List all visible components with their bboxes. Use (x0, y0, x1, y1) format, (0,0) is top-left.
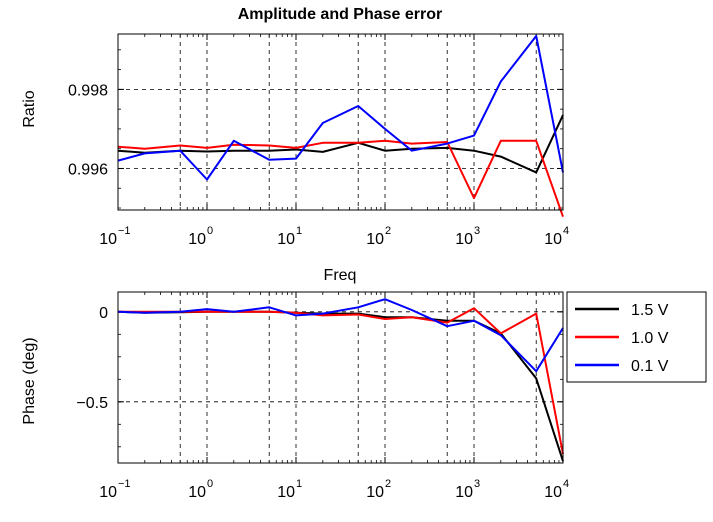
x-tick-label: 10 1 (277, 478, 302, 501)
x-tick-base: 10 (544, 484, 562, 501)
x-tick-label: 10 3 (455, 225, 480, 248)
grid (118, 292, 563, 463)
x-tick-base: 10 (544, 231, 562, 248)
x-tick-base: 10 (455, 231, 473, 248)
y-tick-label: 0.996 (68, 161, 108, 178)
x-tick-base: 10 (366, 231, 384, 248)
x-tick-exponent: −1 (118, 478, 131, 490)
series-group (117, 298, 564, 462)
x-tick-base: 10 (277, 484, 295, 501)
x-tick-label: 10 0 (188, 478, 213, 501)
x-tick-exponent: 1 (296, 225, 302, 237)
x-tick-exponent: 0 (207, 225, 213, 237)
series-line-1-5-v (117, 310, 564, 462)
legend-label: 0.1 V (631, 358, 669, 375)
series-group (117, 35, 564, 218)
top-ylabel: Ratio (21, 90, 38, 127)
x-tick-exponent: 3 (474, 478, 480, 490)
x-tick-base: 10 (277, 231, 295, 248)
x-tick-base: 10 (366, 484, 384, 501)
x-tick-label: 10 1 (277, 225, 302, 248)
x-tick-base: 10 (455, 484, 473, 501)
y-tick-label: 0.998 (68, 82, 108, 99)
x-tick-label: 10 0 (188, 225, 213, 248)
x-tick-base: 10 (188, 231, 206, 248)
series-line-1-0-v (118, 307, 564, 455)
legend-item: 1.5 V (575, 302, 669, 319)
legend: 1.5 V 1.0 V 0.1 V (566, 291, 707, 383)
legend-item: 0.1 V (575, 358, 669, 375)
chart-title: Amplitude and Phase error (238, 6, 443, 23)
phase-plot: 10 −1 10 0 10 1 10 2 10 3 10 4−0.50 (76, 291, 569, 501)
x-tick-exponent: 1 (296, 478, 302, 490)
x-tick-exponent: 0 (207, 478, 213, 490)
x-tick-exponent: 3 (474, 225, 480, 237)
grid (118, 34, 563, 210)
x-tick-exponent: 4 (563, 478, 569, 490)
x-tick-label: 10 2 (366, 225, 391, 248)
x-tick-label: 10 4 (544, 478, 569, 501)
x-tick-exponent: 4 (563, 225, 569, 237)
x-tick-label: 10 −1 (99, 478, 130, 501)
x-tick-exponent: −1 (118, 225, 131, 237)
bottom-ylabel: Phase (deg) (21, 337, 38, 424)
x-tick-label: 10 4 (544, 225, 569, 248)
legend-label: 1.0 V (631, 330, 669, 347)
series-line-0-1-v (117, 35, 564, 181)
x-tick-base: 10 (99, 231, 117, 248)
x-tick-exponent: 2 (385, 478, 391, 490)
axes-frame (117, 33, 564, 211)
y-tick-label: −0.5 (76, 395, 108, 412)
x-tick-label: 10 3 (455, 478, 480, 501)
x-tick-label: 10 2 (366, 478, 391, 501)
x-tick-base: 10 (99, 484, 117, 501)
x-tick-label: 10 −1 (99, 225, 130, 248)
series-line-1-5-v (117, 114, 564, 174)
y-tick-label: 0 (99, 305, 108, 322)
top-xlabel: Freq (324, 267, 357, 284)
x-tick-exponent: 2 (385, 225, 391, 237)
series-line-0-1-v (117, 298, 564, 373)
series-line-1-0-v (117, 139, 564, 218)
x-tick-base: 10 (188, 484, 206, 501)
axes-frame (117, 291, 564, 464)
legend-label: 1.5 V (631, 302, 669, 319)
legend-item: 1.0 V (575, 330, 669, 347)
